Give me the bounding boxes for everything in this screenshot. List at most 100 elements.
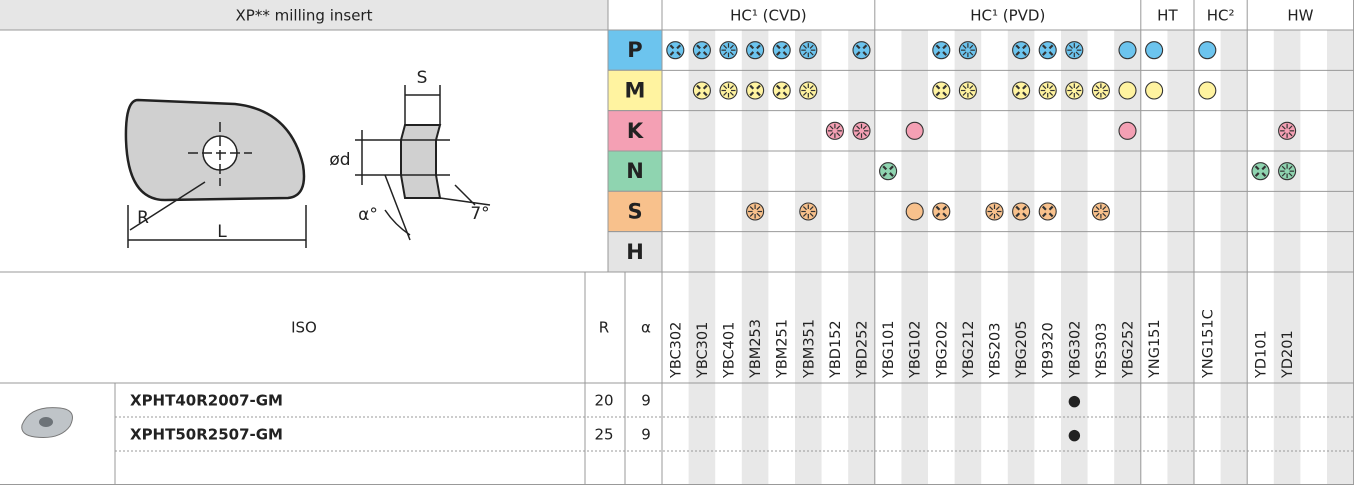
icon-petal bbox=[1254, 165, 1260, 171]
grade-label: YBM251 bbox=[775, 319, 791, 379]
icon-petal bbox=[802, 85, 807, 90]
icon-petal bbox=[995, 212, 1000, 217]
icon-petal bbox=[1075, 44, 1080, 49]
icon-circle bbox=[905, 121, 924, 140]
icon-circle bbox=[772, 81, 791, 100]
icon-circle bbox=[879, 162, 898, 181]
icon-petal bbox=[802, 212, 807, 217]
icon-petal bbox=[855, 51, 861, 56]
icon-petal bbox=[756, 51, 761, 56]
icon-petal bbox=[1015, 84, 1021, 90]
icon-circle bbox=[932, 202, 951, 221]
icon-circle bbox=[746, 41, 765, 60]
grade-label: YBM253 bbox=[748, 319, 764, 379]
icon-petal bbox=[969, 91, 974, 96]
icon-petal bbox=[1281, 125, 1286, 130]
grade-label: YB9320 bbox=[1041, 322, 1057, 379]
icon-petal bbox=[1102, 85, 1107, 90]
insert-diagram bbox=[124, 85, 491, 248]
grade-icon bbox=[1145, 41, 1164, 60]
icon-petal bbox=[669, 51, 675, 56]
icon-circle bbox=[1145, 81, 1164, 100]
grade-icon bbox=[1038, 81, 1057, 100]
grade-icon bbox=[1278, 162, 1297, 181]
icon-petal bbox=[1022, 91, 1027, 97]
grade-icon bbox=[666, 41, 685, 60]
icon-petal bbox=[942, 84, 948, 90]
icon-petal bbox=[1042, 85, 1047, 90]
icon-petal bbox=[1068, 85, 1073, 90]
icon-petal bbox=[1075, 85, 1080, 90]
icon-circle bbox=[1118, 121, 1137, 140]
grade-icon bbox=[799, 81, 818, 100]
icon-petal bbox=[856, 132, 861, 137]
icon-petal bbox=[696, 51, 701, 56]
icon-petal bbox=[882, 165, 888, 171]
grade-icon bbox=[825, 121, 844, 140]
icon-petal bbox=[749, 91, 755, 97]
dim-label: ød bbox=[329, 150, 350, 170]
icon-petal bbox=[1049, 91, 1054, 96]
grade-icon bbox=[746, 202, 765, 221]
icon-petal bbox=[696, 91, 701, 97]
icon-petal bbox=[942, 91, 948, 97]
icon-petal bbox=[1102, 91, 1107, 96]
grade-icon bbox=[746, 41, 765, 60]
icon-petal bbox=[962, 91, 967, 96]
group-header: HT bbox=[1157, 7, 1178, 25]
column-stripe bbox=[954, 30, 982, 485]
icon-petal bbox=[829, 125, 834, 130]
grade-icon bbox=[1012, 41, 1031, 60]
dim-label: R bbox=[137, 208, 149, 228]
icon-petal bbox=[1015, 91, 1021, 97]
column-stripe bbox=[1273, 30, 1301, 485]
grade-label: YD101 bbox=[1254, 330, 1270, 379]
icon-petal bbox=[775, 51, 781, 56]
icon-petal bbox=[749, 44, 755, 50]
grade-icon bbox=[1198, 81, 1217, 100]
grade-label: YBG302 bbox=[1067, 321, 1083, 379]
grade-icon bbox=[799, 41, 818, 60]
icon-circle bbox=[1251, 162, 1270, 181]
icon-petal bbox=[696, 84, 701, 90]
group-header: HC¹ (CVD) bbox=[730, 7, 807, 25]
grade-icon bbox=[1012, 81, 1031, 100]
icon-circle bbox=[1118, 41, 1137, 60]
icon-circle bbox=[1118, 81, 1137, 100]
icon-petal bbox=[676, 51, 682, 56]
icon-petal bbox=[1041, 51, 1047, 56]
grade-label: YNG151C bbox=[1200, 309, 1216, 379]
grade-icon bbox=[1012, 202, 1031, 221]
grade-label: YBC302 bbox=[668, 322, 684, 379]
icon-petal bbox=[1068, 51, 1073, 56]
icon-circle bbox=[1038, 41, 1057, 60]
product-image bbox=[21, 407, 73, 438]
grade-icon bbox=[772, 81, 791, 100]
group-header: HC² bbox=[1207, 7, 1235, 25]
icon-petal bbox=[1075, 91, 1080, 96]
grade-label: YBG205 bbox=[1014, 321, 1030, 379]
icon-petal bbox=[969, 51, 974, 56]
grade-icon bbox=[799, 202, 818, 221]
icon-petal bbox=[989, 206, 994, 211]
icon-petal bbox=[1075, 51, 1080, 56]
icon-petal bbox=[995, 206, 1000, 211]
icon-petal bbox=[969, 85, 974, 90]
icon-petal bbox=[729, 91, 734, 96]
icon-petal bbox=[702, 44, 708, 50]
material-letter: S bbox=[627, 200, 642, 224]
column-stripe bbox=[688, 30, 716, 485]
icon-petal bbox=[1288, 172, 1293, 177]
dim-label: L bbox=[217, 222, 227, 242]
icon-circle bbox=[1012, 202, 1031, 221]
grade-icon bbox=[879, 162, 898, 181]
icon-petal bbox=[782, 51, 788, 56]
icon-circle bbox=[1198, 41, 1217, 60]
icon-petal bbox=[1048, 51, 1054, 56]
icon-petal bbox=[1015, 205, 1021, 211]
material-letter: K bbox=[627, 119, 644, 143]
icon-petal bbox=[1015, 212, 1021, 218]
icon-circle bbox=[932, 41, 951, 60]
grade-icon bbox=[985, 202, 1004, 221]
